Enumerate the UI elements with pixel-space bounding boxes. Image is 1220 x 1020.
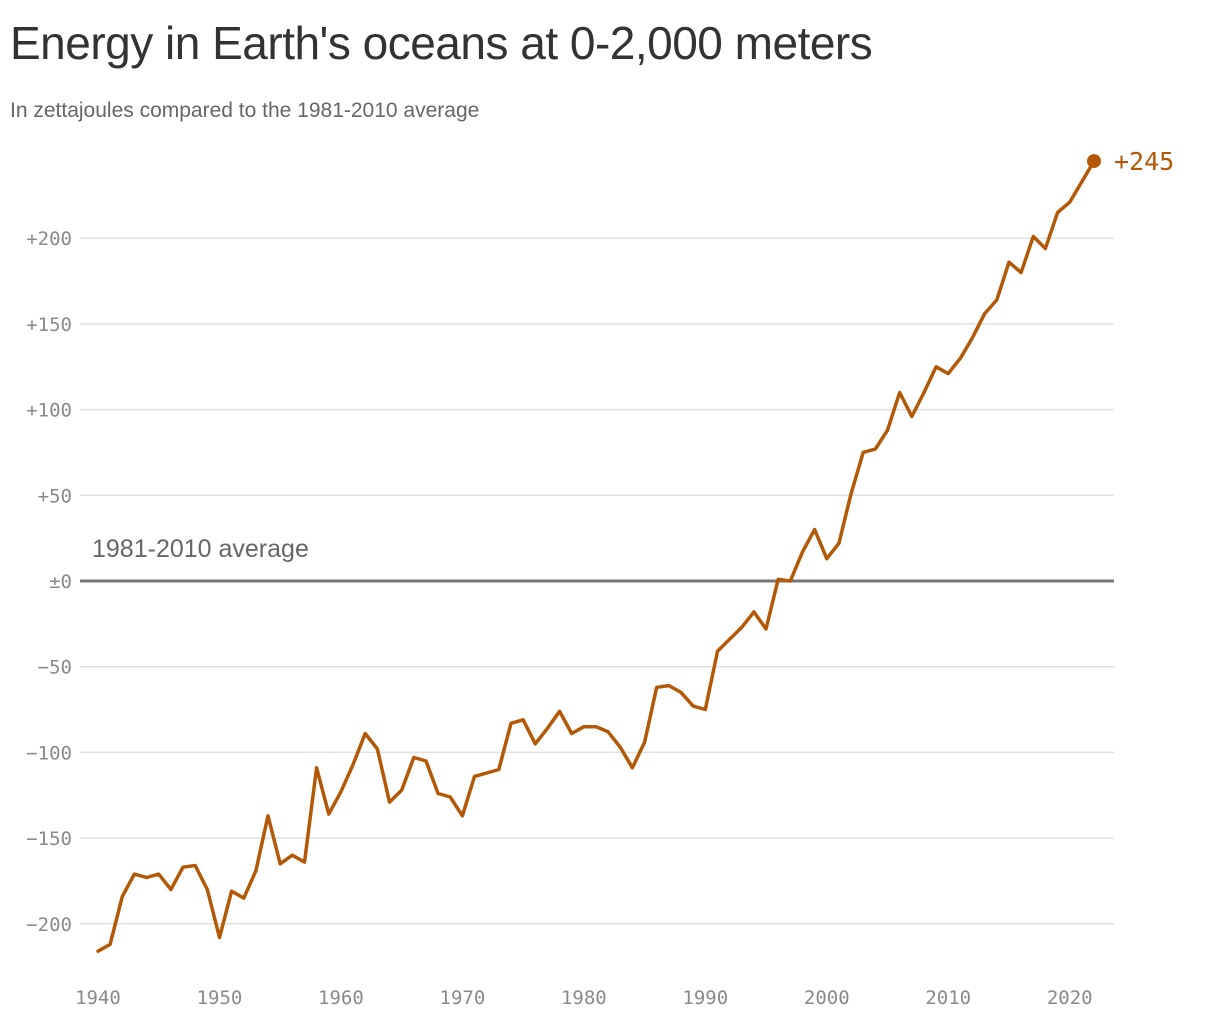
chart-subtitle: In zettajoules compared to the 1981-2010…	[10, 99, 480, 122]
y-tick-label: +200	[26, 228, 72, 250]
end-point-marker	[1087, 154, 1101, 169]
x-tick-label: 1940	[75, 987, 121, 1009]
chart-title: Energy in Earth's oceans at 0-2,000 mete…	[10, 17, 873, 69]
series-points	[97, 161, 1095, 952]
gridlines	[80, 237, 1114, 925]
y-tick-label: +100	[26, 400, 72, 422]
x-tick-label: 1990	[682, 987, 728, 1009]
x-tick-label: 2010	[925, 987, 971, 1009]
x-tick-label: 2000	[804, 987, 850, 1009]
y-tick-label: ±0	[49, 571, 72, 593]
y-tick-label: −50	[38, 657, 72, 679]
x-tick-label: 1970	[440, 987, 486, 1009]
y-tick-label: −200	[26, 914, 72, 936]
x-tick-label: 1980	[561, 987, 607, 1009]
x-tick-label: 2020	[1047, 987, 1093, 1009]
x-tick-label: 1960	[318, 987, 364, 1009]
series-line	[96, 159, 1096, 953]
y-axis-ticks: +200 +150 +100 +50 ±0 −50 −100 −150 −200	[26, 228, 72, 936]
y-tick-label: +50	[38, 485, 72, 507]
baseline-label: 1981-2010 average	[92, 535, 309, 563]
x-tick-label: 1950	[197, 987, 243, 1009]
y-tick-label: +150	[26, 314, 72, 336]
y-tick-label: −150	[26, 828, 72, 850]
x-axis-ticks: 1940 1950 1960 1970 1980 1990 2000 2010 2020	[75, 987, 1092, 1009]
y-tick-label: −100	[26, 742, 72, 764]
end-value-label: +245	[1114, 147, 1174, 176]
